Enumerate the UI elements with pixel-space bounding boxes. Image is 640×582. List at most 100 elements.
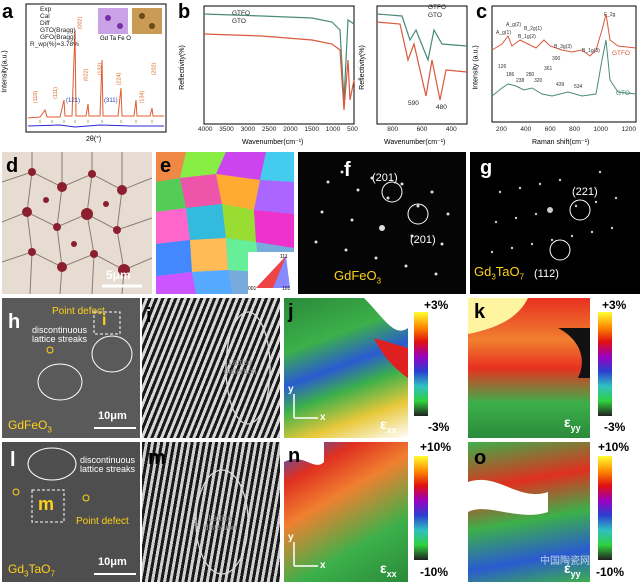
panel-n-label: n xyxy=(288,445,301,467)
hrtem-h xyxy=(37,311,136,429)
lattice-m xyxy=(195,469,249,575)
peak-label-002: (002) xyxy=(77,16,84,30)
panel-d: d 5μm xyxy=(2,152,152,294)
panel-j: j y x εxx xyxy=(284,298,408,438)
el-gd: Gd xyxy=(100,36,109,42)
panel-k: k εyy xyxy=(468,298,590,438)
comp: ε xyxy=(380,416,387,432)
panel-f-label: f xyxy=(344,159,351,181)
dist-line2: distortion xyxy=(204,523,237,532)
phase-name: Gd xyxy=(474,264,492,279)
phase-sub: 3 xyxy=(24,569,29,579)
comp: ε xyxy=(380,560,387,576)
dist-line2: distortion xyxy=(224,367,257,376)
panel-c: c Intensity (a.u.) Raman shift(cm⁻¹) 200… xyxy=(472,0,640,148)
panel-o-label: o xyxy=(474,447,487,469)
strain-map-k xyxy=(468,298,590,378)
comp: ε xyxy=(564,414,571,430)
strain-comp-k: εyy xyxy=(564,414,581,433)
panel-n: n y x εxx xyxy=(284,442,408,582)
inset-legend-gtfo: GTFO xyxy=(428,4,447,11)
panel-g: g (221) (112) Gd3TaO7 xyxy=(470,152,640,294)
num: 534 xyxy=(574,84,583,90)
peak-label-311: (311) xyxy=(104,98,118,104)
xtick: 400 xyxy=(445,126,457,133)
panel-f: f (201) (201) GdFeO3 xyxy=(298,152,466,294)
phase-name: Gd xyxy=(8,562,25,576)
mode: B_3g(3) xyxy=(554,44,572,50)
comp: ε xyxy=(564,560,571,576)
num: 439 xyxy=(556,82,565,88)
panel-i: i Lattice distortion xyxy=(142,298,280,438)
dist-line1: Lattice xyxy=(228,358,253,367)
legend-gto: GTO xyxy=(232,18,246,25)
raman-plot xyxy=(491,5,637,123)
phase-name2: TaO xyxy=(495,264,520,279)
streaks-line1: discontinuous xyxy=(32,325,88,335)
phase-label-g: Gd3TaO7 xyxy=(474,264,524,282)
hrtem-l xyxy=(12,447,136,575)
refl-xticks: 4000 3500 3000 2500 2000 1500 1000 500 xyxy=(198,126,358,133)
legend-gtfo: GTFO xyxy=(232,10,251,17)
axis-x-j: x xyxy=(320,412,326,423)
comp-sub: yy xyxy=(570,422,581,433)
panel-a: a Exp Cal Diff GTO(Bragg) GFO(Bragg) R_w… xyxy=(0,0,170,148)
ipf-111: 111 xyxy=(280,254,288,260)
strain-map-j xyxy=(293,298,408,419)
panel-l-label: l xyxy=(10,449,16,471)
peak-label-202: (202) xyxy=(151,62,158,76)
xtick: 400 xyxy=(520,126,532,133)
mode: B_1g(3) xyxy=(582,48,600,54)
peak-label-110: (110) xyxy=(33,90,40,104)
panel-k-label: k xyxy=(474,301,486,323)
reflectivity-plot xyxy=(203,5,468,125)
point-defect-label-h: Point defect xyxy=(52,306,105,317)
mode: B_1g(2) xyxy=(518,34,536,40)
panel-c-label: c xyxy=(476,1,488,23)
phase-name2: TaO xyxy=(28,562,51,576)
refl-ylabel: Reflectivity(%) xyxy=(178,45,186,90)
axis-x-n: x xyxy=(320,560,326,571)
el-o: O xyxy=(126,36,131,42)
element-legend: Gd Ta Fe O xyxy=(100,36,131,42)
watermark: 中国陶瓷网 xyxy=(540,556,590,567)
xtick: 1000 xyxy=(593,126,608,133)
scalebar-d: 5μm xyxy=(106,268,131,282)
box-label-h: i xyxy=(102,312,107,329)
panel-b: b GTFO GTO Reflectivity(%) Wavenumber(cm… xyxy=(172,0,472,148)
xtick: 2500 xyxy=(261,126,277,133)
phase-label-f: GdFeO3 xyxy=(334,268,381,286)
streaks-label-l: discontinuous lattice streaks xyxy=(80,455,135,475)
colorbar-k xyxy=(598,312,612,416)
raman-ylabel: Intensity (a.u.) xyxy=(472,45,480,90)
xtick: 800 xyxy=(387,126,399,133)
panel-b-label: b xyxy=(178,1,191,23)
raman-xlabel: Raman shift(cm⁻¹) xyxy=(532,139,590,146)
spot-label-221: (221) xyxy=(572,186,598,198)
xtick: 600 xyxy=(544,126,556,133)
axis-y-j: y xyxy=(288,384,294,395)
peak-label-121: (121) xyxy=(66,98,81,104)
cbar-top-n: +10% xyxy=(420,440,452,454)
cbar-top-j: +3% xyxy=(424,298,449,312)
inset-ylabel: Reflectivity(%) xyxy=(358,45,366,90)
streaks-label-h: discontinuous lattice streaks xyxy=(32,325,88,345)
panel-e-label: e xyxy=(160,155,172,177)
ebsd-map xyxy=(156,152,294,294)
inset-xticks: 800 600 400 xyxy=(378,126,466,133)
annot-480: 480 xyxy=(436,104,447,111)
xtick: 500 xyxy=(347,126,358,133)
num: 186 xyxy=(506,72,515,78)
scalebar-l: 10μm xyxy=(98,556,127,568)
cbar-top-k: +3% xyxy=(602,298,627,312)
rwp-label: R_wp(%)=3.78% xyxy=(30,41,79,48)
panel-d-label: d xyxy=(6,155,19,177)
diffraction-f xyxy=(314,170,450,276)
ipf-101: 101 xyxy=(282,286,291,292)
panel-a-label: a xyxy=(2,1,14,23)
comp-sub: yy xyxy=(570,568,581,579)
el-fe: Fe xyxy=(117,36,125,42)
phase-label-h: GdFeO3 xyxy=(8,418,52,434)
strain-comp-j: εxx xyxy=(380,416,397,435)
colorbar-j xyxy=(414,312,428,416)
